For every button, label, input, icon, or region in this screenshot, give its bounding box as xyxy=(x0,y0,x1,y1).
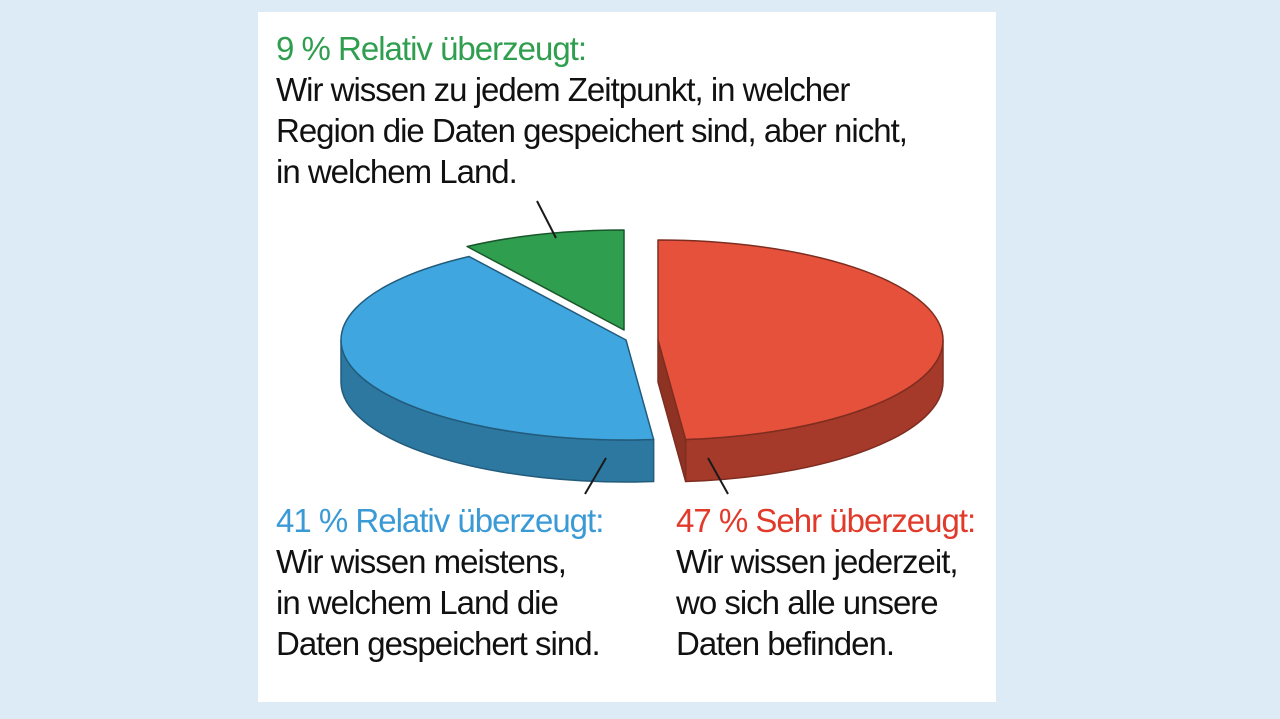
slice-label-relativ-land: 41 % Relativ überzeugt: Wir wissen meist… xyxy=(276,500,604,664)
slice-heading-blue: 41 % Relativ überzeugt: xyxy=(276,502,604,539)
slice-description-green: Wir wissen zu jedem Zeitpunkt, in welche… xyxy=(276,71,908,190)
leader-line-blue xyxy=(584,457,607,495)
slice-heading-green: 9 % Relativ überzeugt: xyxy=(276,30,587,67)
slice-description-blue: Wir wissen meistens, in welchem Land die… xyxy=(276,543,601,662)
slice-description-red: Wir wissen jederzeit, wo sich alle unser… xyxy=(676,543,959,662)
pie-slice-green xyxy=(466,229,625,331)
slice-label-relativ-region: 9 % Relativ überzeugt: Wir wissen zu jed… xyxy=(276,28,908,192)
slice-heading-red: 47 % Sehr überzeugt: xyxy=(676,502,976,539)
pie-slice-red xyxy=(657,239,944,441)
pie-slice-blue xyxy=(340,255,655,441)
leader-line-red xyxy=(707,457,729,495)
leader-line-green xyxy=(536,200,557,239)
slice-label-sehr: 47 % Sehr überzeugt: Wir wissen jederzei… xyxy=(676,500,976,664)
